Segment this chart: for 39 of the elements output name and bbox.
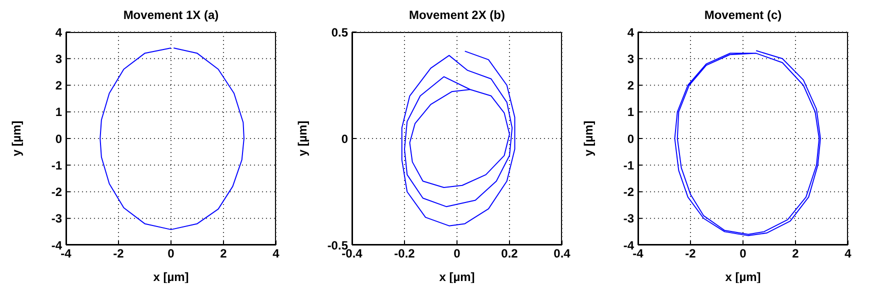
y-tick-label: 2 (627, 78, 634, 93)
y-tick-label: 4 (55, 25, 62, 40)
line-series (100, 47, 244, 230)
x-tick-label: 0.2 (501, 246, 518, 261)
y-tick-label: 1 (627, 105, 634, 120)
line-series (674, 50, 821, 236)
chart-title: Movement (c) (703, 8, 783, 24)
x-tick-label: -2 (113, 246, 124, 261)
y-tick-label: 3 (627, 52, 634, 66)
y-tick-label: 1 (55, 105, 62, 120)
y-axis-title: y [µm] (9, 120, 24, 156)
x-tick-label: -2 (685, 246, 696, 261)
x-tick-label: 0 (740, 246, 747, 261)
y-axis-title: y [µm] (581, 120, 596, 156)
y-tick-label: -2 (623, 185, 634, 200)
y-tick-label: 3 (55, 52, 62, 66)
y-tick-label: 4 (627, 25, 634, 40)
y-tick-label: 0 (55, 132, 62, 146)
y-tick-label: 0 (627, 132, 634, 146)
x-tick-label: 4 (272, 246, 280, 261)
y-tick-label: -1 (623, 158, 634, 172)
y-tick-label: 0.5 (331, 25, 348, 40)
line-series (401, 50, 516, 226)
y-tick-label: -3 (623, 212, 634, 226)
x-tick-label: 0.4 (554, 246, 571, 261)
x-tick-label: 2 (220, 246, 228, 261)
chart-title: Movement 1X (a) (122, 8, 220, 24)
x-tick-label: 4 (844, 246, 852, 261)
y-tick-label: -2 (51, 185, 62, 200)
x-tick-label: -0.2 (394, 246, 416, 261)
y-tick-label: 0 (341, 132, 348, 146)
y-tick-label: -3 (51, 212, 62, 226)
y-tick-label: -1 (51, 158, 62, 172)
y-tick-label: 2 (55, 78, 62, 93)
chart-title: Movement 2X (b) (408, 8, 506, 24)
x-tick-label: 0 (454, 246, 461, 261)
y-axis-title: y [µm] (295, 120, 310, 156)
x-tick-label: 0 (168, 246, 175, 261)
x-tick-label: 2 (792, 246, 800, 261)
